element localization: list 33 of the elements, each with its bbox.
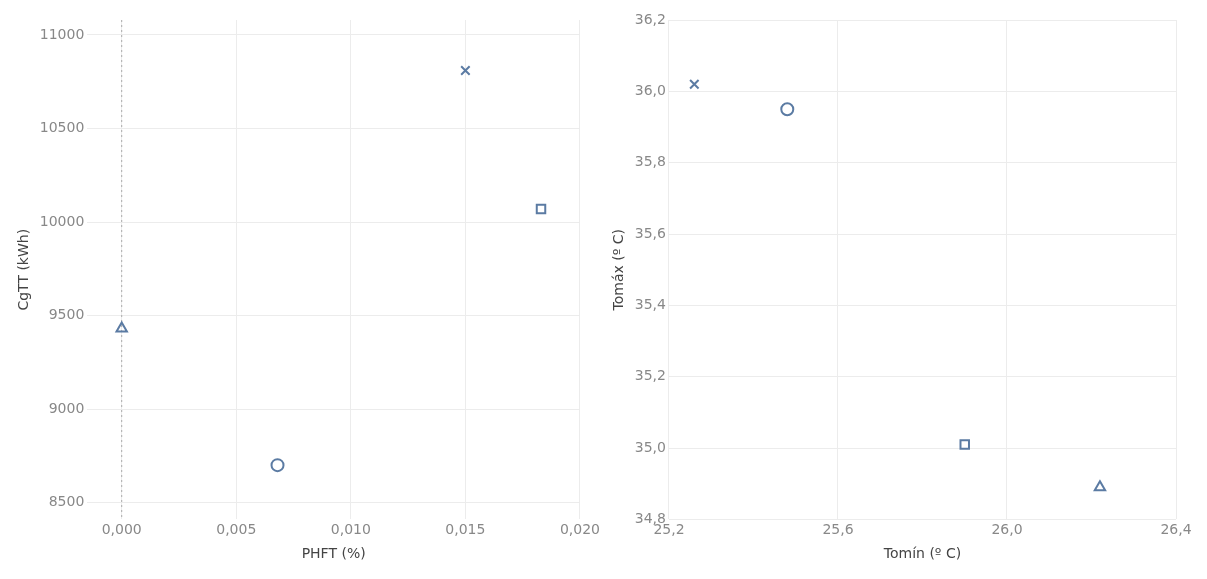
y-tick-label: 35,0 — [634, 438, 666, 455]
x-axis-title: PHFT (%) — [301, 545, 366, 562]
x-tick-label: 0,020 — [559, 521, 601, 538]
y-tick-label: 36,0 — [634, 81, 666, 98]
y-tick-label: 8500 — [48, 493, 85, 510]
y-axis-title: CgTT (kWh) — [15, 228, 32, 311]
x-tick-label: 26,4 — [1160, 521, 1192, 538]
point — [959, 439, 970, 450]
y-tick-label: 9000 — [48, 399, 85, 416]
x-tick-label: 0,015 — [445, 521, 486, 538]
point — [460, 65, 471, 76]
y-tick-label: 9500 — [48, 306, 85, 323]
x-tick-label: 0,005 — [216, 521, 257, 538]
point — [1093, 480, 1107, 492]
y-tick-label: 35,4 — [634, 296, 667, 313]
x-axis-title: Tomín (º C) — [882, 545, 962, 562]
y-tick-label: 35,6 — [634, 224, 667, 241]
point — [535, 203, 547, 215]
y-tick-label: 35,2 — [634, 367, 666, 384]
y-tick-label: 11000 — [39, 25, 85, 42]
x-tick-label: 25,6 — [822, 521, 854, 538]
x-tick-label: 26,0 — [991, 521, 1023, 538]
y-tick-label: 36,2 — [634, 10, 666, 27]
x-tick-label: 0,010 — [330, 521, 371, 538]
y-tick-label: 10500 — [39, 119, 85, 136]
point — [270, 458, 285, 473]
y-tick-label: 10000 — [39, 212, 85, 229]
point — [115, 321, 128, 333]
y-axis-title: Tomáx (º C) — [610, 228, 627, 312]
y-tick-label: 35,8 — [634, 153, 666, 170]
x-tick-label: 0,000 — [101, 521, 142, 538]
point — [780, 102, 795, 117]
point — [689, 78, 700, 90]
